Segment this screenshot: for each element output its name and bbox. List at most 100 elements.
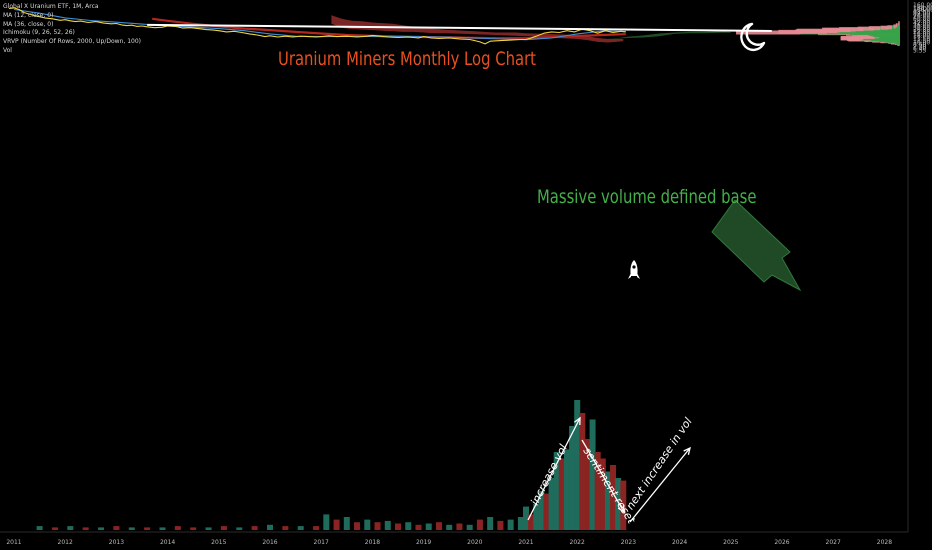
volume-bar <box>113 526 120 530</box>
x-tick-label: 2025 <box>723 539 738 546</box>
volume-bar <box>51 527 58 530</box>
y-tick-label: 6.40 <box>913 46 927 53</box>
volume-profile-down <box>898 21 899 26</box>
volume-bar <box>297 526 304 530</box>
next-increase-arrow-head <box>683 446 691 455</box>
volume-profile-down <box>822 27 851 32</box>
volume-bar <box>190 527 197 530</box>
volume-bar <box>446 524 453 530</box>
rocket-window <box>632 265 636 269</box>
volume-bar <box>579 413 586 530</box>
rocket-fins <box>628 273 640 279</box>
volume-bar <box>584 439 591 530</box>
y-axis-unit: USD <box>914 6 927 13</box>
legend-vrvp[interactable]: VRVP (Number Of Rows, 2000, Up/Down, 100… <box>3 38 141 46</box>
y-tick-label: 130.00 <box>913 5 932 12</box>
volume-profile-down <box>887 25 893 30</box>
x-tick-label: 2013 <box>109 539 124 546</box>
sentiment-arrow-head <box>617 504 625 514</box>
volume-bar <box>67 526 74 530</box>
volume-bar <box>476 519 483 530</box>
volume-bar <box>574 400 581 530</box>
x-tick-label: 2020 <box>467 539 482 546</box>
volume-bar <box>374 522 381 530</box>
y-tick-label: 82.00 <box>913 11 930 18</box>
legend-ma12[interactable]: MA (12, close, 0) <box>3 11 54 19</box>
arrow-down-icon <box>711 199 802 292</box>
volume-bar <box>267 524 273 530</box>
volume-bar <box>82 527 89 530</box>
x-tick-label: 2021 <box>518 539 533 546</box>
volume-bar <box>313 526 320 530</box>
price-line <box>8 7 626 45</box>
volume-bar <box>425 523 432 530</box>
y-tick-label: 70.00 <box>913 13 930 20</box>
volume-bar <box>159 527 166 530</box>
y-tick-label: 16.00 <box>913 33 930 40</box>
x-tick-label: 2026 <box>774 539 789 546</box>
x-tick-label: 2011 <box>6 539 21 546</box>
y-tick-label: 50.00 <box>913 18 930 25</box>
volume-profile-down <box>857 26 874 31</box>
volume-bar <box>507 519 514 530</box>
x-tick-label: 2015 <box>211 539 226 546</box>
x-tick-label: 2023 <box>621 539 636 546</box>
volume-bar <box>323 514 330 530</box>
y-tick-label: 60.00 <box>913 15 930 22</box>
rocket-icon <box>628 260 640 279</box>
x-tick-label: 2016 <box>262 539 277 546</box>
legend-vol[interactable]: Vol <box>3 46 12 54</box>
volume-bar <box>497 520 504 530</box>
volume-bar <box>282 526 289 530</box>
volume-bar <box>354 522 361 530</box>
y-tick-label: 110.00 <box>913 7 932 14</box>
increase-arrow <box>527 417 581 521</box>
x-tick-label: 2018 <box>365 539 380 546</box>
x-tick-label: 2017 <box>314 539 329 546</box>
volume-bar <box>220 526 227 530</box>
y-tick-label: 30.00 <box>913 25 930 32</box>
next-increase-arrow <box>629 447 691 523</box>
sentiment-arrow <box>581 439 625 513</box>
volume-profile-up <box>898 21 900 26</box>
indicator-legend: Global X Uranium ETF, 1M, Arca MA (12, c… <box>3 3 141 56</box>
increase-arrow-head <box>574 416 581 426</box>
volume-bar <box>395 523 401 530</box>
volume-profile-down <box>736 30 801 35</box>
volume-bar <box>599 458 606 530</box>
volume-bar <box>528 514 535 530</box>
ichimoku-cloud-bullish <box>602 31 731 39</box>
volume-bar <box>415 524 422 530</box>
legend-ma36[interactable]: MA (36, close, 0) <box>3 20 54 28</box>
chart-title: Uranium Miners Monthly Log Chart <box>278 48 536 70</box>
y-tick-label: 10.00 <box>913 40 930 47</box>
volume-profile-down <box>796 28 838 33</box>
volume-bar <box>533 504 540 530</box>
volume-bar <box>487 517 494 530</box>
legend-symbol[interactable]: Global X Uranium ETF, 1M, Arca <box>3 3 99 10</box>
volume-bar <box>343 517 350 530</box>
volume-bar <box>333 519 340 530</box>
volume-profile-down <box>880 25 889 30</box>
legend-ichimoku[interactable]: Ichimoku (9, 26, 52, 26) <box>3 29 75 37</box>
volume-profile-down <box>895 23 898 28</box>
x-tick-label: 2012 <box>58 539 73 546</box>
volume-bar <box>548 478 555 530</box>
y-tick-label: 5.55 <box>913 47 927 54</box>
volume-profile-down <box>868 26 881 31</box>
y-tick-label: 13.50 <box>913 35 930 42</box>
volume-bar <box>364 519 371 530</box>
volume-bar <box>589 419 596 530</box>
volume-profile-down <box>840 35 864 40</box>
volume-bar <box>558 458 565 530</box>
volume-bar <box>569 426 576 530</box>
ichimoku-cloud-bearish <box>331 15 624 43</box>
y-tick-label: 26.00 <box>913 27 930 34</box>
volume-profile-down <box>839 27 864 32</box>
y-tick-label: 22.00 <box>913 29 930 36</box>
volume-bar <box>543 493 550 530</box>
y-tick-label: 8.60 <box>913 42 927 49</box>
volume-bar <box>236 527 243 530</box>
